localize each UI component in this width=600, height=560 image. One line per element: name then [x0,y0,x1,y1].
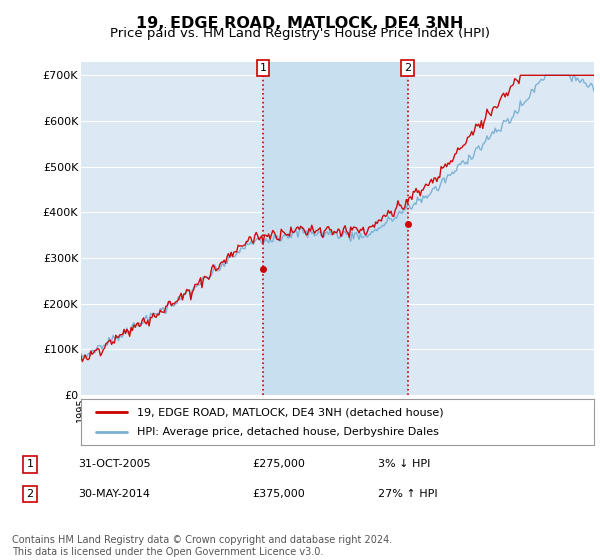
Text: 30-MAY-2014: 30-MAY-2014 [78,489,150,499]
Text: HPI: Average price, detached house, Derbyshire Dales: HPI: Average price, detached house, Derb… [137,427,439,437]
Text: 3% ↓ HPI: 3% ↓ HPI [378,459,430,469]
Text: This data is licensed under the Open Government Licence v3.0.: This data is licensed under the Open Gov… [12,547,323,557]
Text: 2: 2 [404,63,411,73]
Text: 1: 1 [260,63,266,73]
Text: Contains HM Land Registry data © Crown copyright and database right 2024.: Contains HM Land Registry data © Crown c… [12,535,392,545]
Bar [263,62,407,395]
Text: Price paid vs. HM Land Registry's House Price Index (HPI): Price paid vs. HM Land Registry's House … [110,27,490,40]
Text: 31-OCT-2005: 31-OCT-2005 [78,459,151,469]
Text: 19, EDGE ROAD, MATLOCK, DE4 3NH: 19, EDGE ROAD, MATLOCK, DE4 3NH [136,16,464,31]
Text: 1: 1 [26,459,34,469]
Text: 2: 2 [26,489,34,499]
Text: 27% ↑ HPI: 27% ↑ HPI [378,489,437,499]
Text: £375,000: £375,000 [252,489,305,499]
Text: 19, EDGE ROAD, MATLOCK, DE4 3NH (detached house): 19, EDGE ROAD, MATLOCK, DE4 3NH (detache… [137,407,444,417]
Text: £275,000: £275,000 [252,459,305,469]
